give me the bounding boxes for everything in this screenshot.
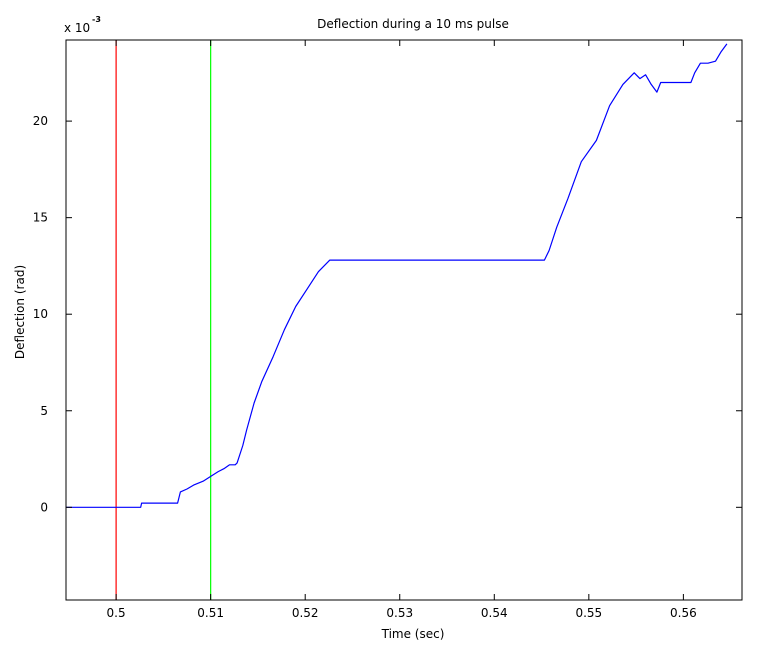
x-tick-label: 0.53 [386, 606, 413, 620]
x-tick-label: 0.52 [292, 606, 319, 620]
y-tick-label: 0 [40, 500, 48, 514]
y-tick-label: 20 [33, 114, 48, 128]
y-axis-multiplier-exponent: -3 [92, 15, 101, 24]
x-tick-label: 0.5 [107, 606, 126, 620]
y-axis-multiplier: x 10 [64, 21, 90, 35]
y-tick-label: 5 [40, 404, 48, 418]
plot-area [66, 40, 728, 600]
y-tick-label: 10 [33, 307, 48, 321]
chart-title: Deflection during a 10 ms pulse [317, 17, 509, 31]
x-tick-label: 0.55 [575, 606, 602, 620]
x-tick-label: 0.51 [197, 606, 224, 620]
y-axis-title: Deflection (rad) [13, 265, 27, 359]
series-line-0 [66, 43, 728, 508]
axes-box [65, 39, 743, 601]
x-tick-label: 0.56 [670, 606, 697, 620]
axis-ticks: 0.5 0.51 0.52 0.53 0.54 0.55 0.56 0 5 10 15 20 [33, 40, 742, 620]
x-axis-title: Time (sec) [381, 627, 445, 641]
x-tick-label: 0.54 [481, 606, 508, 620]
y-tick-label: 15 [33, 211, 48, 225]
